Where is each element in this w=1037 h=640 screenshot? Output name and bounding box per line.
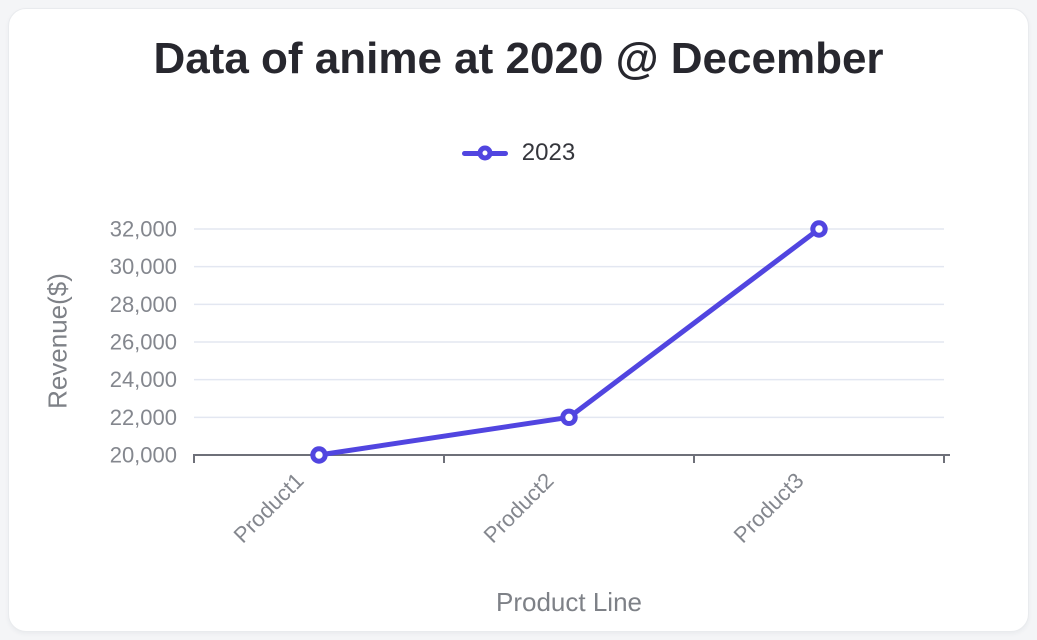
y-tick-label: 32,000 (110, 217, 177, 242)
data-point-marker[interactable] (810, 220, 828, 238)
y-tick-label: 22,000 (110, 405, 177, 430)
x-axis-title: Product Line (496, 587, 642, 617)
x-category-label: Product1 (229, 468, 309, 548)
y-tick-label: 26,000 (110, 330, 177, 355)
y-tick-label: 24,000 (110, 367, 177, 392)
chart-card: Data of anime at 2020 @ December 2023 20… (8, 8, 1029, 632)
legend-ring-icon (477, 145, 493, 161)
legend-item-2023[interactable]: 2023 (9, 137, 1028, 169)
y-tick-label: 28,000 (110, 292, 177, 317)
chart-title: Data of anime at 2020 @ December (153, 34, 884, 83)
x-category-label: Product2 (479, 468, 559, 548)
data-point-marker[interactable] (560, 408, 578, 427)
legend-label: 2023 (521, 139, 576, 166)
legend-line-marker-icon (461, 140, 508, 166)
y-tick-label: 20,000 (110, 443, 177, 468)
x-category-label: Product3 (729, 468, 809, 548)
data-point-marker[interactable] (310, 446, 328, 464)
y-tick-label: 30,000 (110, 254, 177, 279)
y-axis-title: Revenue($) (42, 273, 73, 409)
line-chart-plot: 20,000 22,000 24,000 26,000 28,000 30,000 32,0… (110, 217, 950, 548)
